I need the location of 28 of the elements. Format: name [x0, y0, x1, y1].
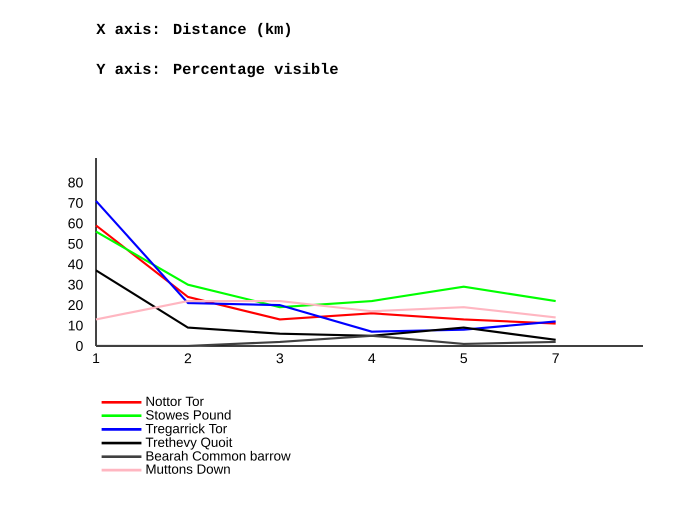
legend-label: Nottor Tor	[146, 396, 204, 406]
y-tick-label: 30	[68, 280, 83, 290]
legend-label: Trethevy Quoit	[146, 437, 232, 450]
line-series	[94, 230, 557, 308]
y-tick-label: 20	[68, 300, 83, 310]
x-tick-label: 4	[368, 353, 376, 363]
x-tick-label: 5	[460, 353, 468, 364]
line-series	[94, 334, 557, 348]
y-tick-label: 80	[68, 178, 83, 188]
legend-label: Muttons Down	[146, 464, 230, 474]
x-tick-label: 3	[276, 353, 284, 364]
line-series	[94, 224, 557, 325]
x-tick-label: 2	[184, 353, 192, 364]
legend-label: Tregarrick Tor	[146, 424, 227, 436]
legend-label: Stowes Pound	[146, 410, 231, 420]
y-tick-label: 50	[68, 238, 83, 249]
y-tick-label: 0	[76, 341, 83, 351]
y-tick-label: 40	[68, 259, 83, 270]
y-tick-label: 10	[68, 320, 83, 331]
chart-subtitle: Y axis: Percentage visible	[96, 62, 338, 78]
line-series	[94, 200, 557, 333]
legend-label: Bearah Common barrow	[146, 450, 291, 461]
line-series	[94, 300, 557, 320]
x-tick-label: 7	[552, 353, 559, 363]
x-tick-label: 1	[93, 353, 100, 363]
y-tick-label: 70	[68, 198, 83, 208]
y-tick-label: 60	[68, 218, 83, 228]
chart-title: X axis: Distance (km)	[96, 22, 290, 38]
